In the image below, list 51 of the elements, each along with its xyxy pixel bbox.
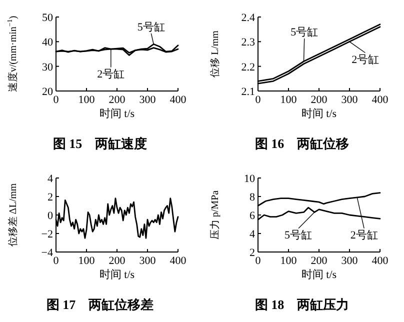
y-tick-label: −2 bbox=[41, 228, 53, 240]
y-tick-label: 50 bbox=[42, 12, 54, 24]
x-axis-title: 时间 t/s bbox=[301, 268, 337, 281]
x-tick-label: 100 bbox=[78, 255, 96, 267]
y-tick-label: 4 bbox=[48, 173, 54, 185]
x-axis-title: 时间 t/s bbox=[99, 268, 135, 281]
y-tick-label: 10 bbox=[244, 173, 256, 185]
x-axis-title: 时间 t/s bbox=[99, 107, 135, 120]
series-label: 5号缸 bbox=[137, 21, 165, 34]
y-tick-label: 8 bbox=[250, 192, 256, 204]
x-tick-label: 200 bbox=[108, 255, 126, 267]
text: 图 18 两缸压力 bbox=[254, 297, 350, 312]
x-tick-label: 300 bbox=[341, 94, 358, 106]
legend-label: 2号缸 bbox=[352, 54, 380, 66]
y-tick-label: 6 bbox=[250, 210, 256, 222]
x-tick-label: 200 bbox=[108, 94, 126, 106]
y-axis-title: 位移差 ΔL/mm bbox=[7, 183, 19, 247]
y-tick-label: 30 bbox=[42, 61, 54, 74]
y-tick-label: 2 bbox=[48, 192, 53, 204]
x-tick-label: 400 bbox=[170, 255, 187, 267]
x-tick-label: 100 bbox=[280, 255, 298, 267]
x-tick-label: 200 bbox=[310, 255, 328, 267]
y-tick-label: −4 bbox=[41, 247, 54, 259]
text: 2号缸 bbox=[350, 230, 378, 242]
legend-label: 2号缸 bbox=[97, 68, 125, 81]
x-tick-label: 300 bbox=[139, 255, 156, 267]
text: 图 17 两缸位移差 bbox=[46, 297, 154, 312]
x-tick-label: 100 bbox=[78, 94, 96, 106]
y-axis-title: 压力 p/MPa bbox=[209, 190, 221, 240]
y-tick-label: 2.3 bbox=[241, 36, 256, 49]
series-label: 5号缸 bbox=[290, 26, 318, 38]
legend-label: 5号缸 bbox=[284, 230, 312, 242]
y-tick-label: 20 bbox=[42, 86, 54, 98]
x-tick-label: 100 bbox=[280, 94, 298, 106]
y-tick-label: 2 bbox=[250, 247, 255, 259]
x-tick-label: 400 bbox=[372, 94, 389, 106]
y-tick-label: 2.1 bbox=[241, 86, 255, 98]
y-tick-label: 0 bbox=[48, 210, 54, 222]
text: 图 16 两缸位移 bbox=[254, 136, 350, 151]
x-tick-label: 400 bbox=[372, 255, 389, 267]
x-tick-label: 200 bbox=[310, 94, 328, 106]
y-tick-label: 4 bbox=[250, 228, 256, 240]
x-tick-label: 300 bbox=[341, 255, 358, 267]
y-tick-label: 2.4 bbox=[241, 12, 256, 24]
x-axis-title: 时间 t/s bbox=[301, 107, 337, 120]
y-tick-label: 40 bbox=[42, 36, 54, 49]
y-axis-title: 位移 L/mm bbox=[209, 30, 221, 78]
text: 图 15 两缸速度 bbox=[52, 136, 148, 151]
x-tick-label: 400 bbox=[170, 94, 187, 106]
y-tick-label: 2.2 bbox=[241, 61, 255, 74]
x-tick-label: 300 bbox=[139, 94, 156, 106]
